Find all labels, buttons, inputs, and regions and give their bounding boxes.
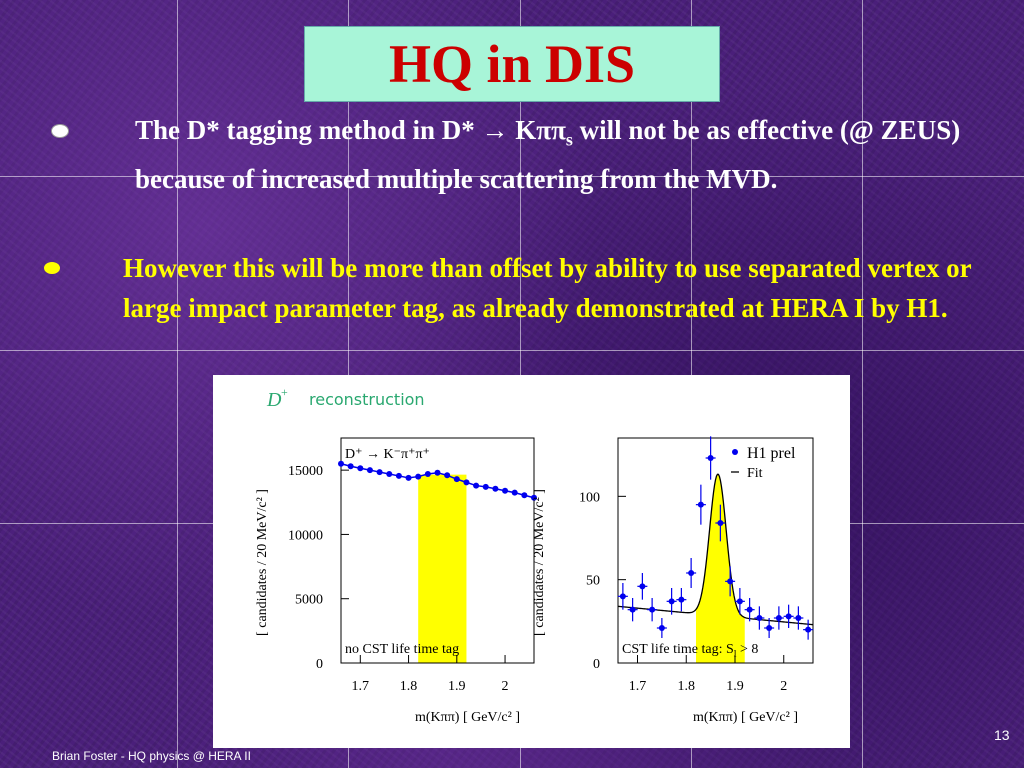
heading-math: D: [266, 389, 282, 411]
x-tick-label: 1.7: [629, 679, 647, 694]
data-point: [386, 471, 393, 477]
data-point: [736, 598, 743, 605]
data-point: [688, 570, 695, 576]
page-number: 13: [994, 727, 1010, 743]
plot-frame: [617, 437, 814, 664]
x-tick-label: 1.7: [352, 679, 370, 694]
data-point: [434, 469, 441, 476]
bullet-text-1: The D* tagging method in D* → Kππs will …: [135, 115, 961, 195]
grid-line: [862, 0, 863, 768]
heading-text: reconstruction: [309, 390, 425, 409]
y-tick-label: 0: [593, 657, 600, 672]
data-point: [717, 520, 724, 526]
y-tick-label: 50: [586, 574, 600, 589]
data-point: [658, 625, 665, 631]
data-point: [795, 615, 802, 621]
data-point: [521, 492, 528, 499]
data-point: [338, 460, 344, 467]
data-point: [444, 472, 451, 479]
legend-marker: [732, 449, 738, 455]
figure-panel: D + reconstruction 1.7 1.8 1.9 2 0 5000 10000 1…: [213, 375, 850, 748]
bullet-icon: [44, 262, 60, 274]
x-axis-label: m(Kππ) [ GeV/c² ]: [693, 710, 798, 725]
data-point: [347, 463, 354, 470]
data-point: [639, 583, 646, 590]
data-point: [424, 471, 431, 477]
data-point: [357, 465, 364, 472]
x-tick-label: 1.8: [678, 679, 696, 694]
data-point: [707, 455, 714, 461]
signal-band: [696, 474, 745, 663]
y-tick-label: 100: [579, 490, 600, 505]
data-point: [805, 626, 812, 633]
data-point: [727, 578, 734, 585]
left-plot: 1.7 1.8 1.9 2 0 5000 10000 15000 m(Kππ) [ GeV/c²…: [255, 437, 537, 725]
x-tick-label: 2: [780, 679, 787, 694]
data-point: [415, 473, 422, 480]
data-point: [405, 474, 412, 481]
data-point: [463, 479, 470, 486]
grid-line: [177, 0, 178, 768]
annotation: no CST life time tag: [345, 642, 459, 657]
data-point: [746, 606, 753, 613]
x-tick-label: 1.9: [726, 679, 744, 694]
right-plot: 1.7 1.8 1.9 2 0 50 100 m(Kππ) [ GeV/c² ] [ candi…: [532, 436, 814, 725]
data-point: [502, 487, 509, 494]
data-point: [531, 494, 537, 501]
signal-band: [418, 474, 467, 663]
y-tick-label: 10000: [288, 528, 323, 543]
figure-svg: D + reconstruction 1.7 1.8 1.9 205000100001…: [255, 385, 814, 725]
data-point: [785, 613, 792, 620]
decay-label: D⁺ → K⁻π⁺π⁺: [345, 447, 430, 462]
data-point: [629, 606, 636, 613]
data-point: [482, 483, 489, 490]
legend-label: Fit: [747, 466, 763, 481]
y-axis-label: [ candidates / 20 MeV/c² ]: [532, 489, 547, 636]
y-tick-label: 0: [316, 657, 323, 672]
plot-frame: [340, 437, 535, 664]
data-point: [395, 472, 402, 479]
data-point: [473, 482, 480, 489]
data-point: [668, 598, 675, 605]
grid-line: [0, 350, 1024, 351]
data-point: [649, 606, 656, 613]
data-point: [766, 625, 773, 631]
annotation: CST life time tag: Sl > 8: [622, 642, 758, 660]
legend-label: H1 prel: [747, 445, 796, 462]
data-point: [511, 489, 518, 496]
data-point: [453, 476, 460, 483]
grid-line: [0, 176, 1024, 177]
data-point: [492, 485, 499, 492]
slide-title: HQ in DIS: [388, 34, 636, 94]
bullet-icon: [51, 124, 69, 138]
y-tick-label: 5000: [295, 593, 323, 608]
data-point: [697, 501, 704, 508]
y-axis-label: [ candidates / 20 MeV/c² ]: [255, 489, 270, 636]
x-tick-label: 1.8: [400, 679, 418, 694]
data-point: [376, 469, 383, 476]
heading-sup: +: [281, 385, 288, 399]
x-tick-label: 2: [502, 679, 509, 694]
data-point: [756, 615, 763, 621]
data-point: [366, 467, 373, 474]
footer-author: Brian Foster - HQ physics @ HERA II: [52, 749, 251, 763]
slide-title-box: HQ in DIS: [304, 26, 720, 102]
bullet-text-2: However this will be more than offset by…: [123, 253, 972, 323]
data-point: [775, 615, 782, 621]
x-axis-label: m(Kππ) [ GeV/c² ]: [415, 710, 520, 725]
data-point: [678, 596, 685, 603]
y-tick-label: 15000: [288, 464, 323, 479]
data-point: [619, 593, 626, 600]
x-tick-label: 1.9: [448, 679, 466, 694]
